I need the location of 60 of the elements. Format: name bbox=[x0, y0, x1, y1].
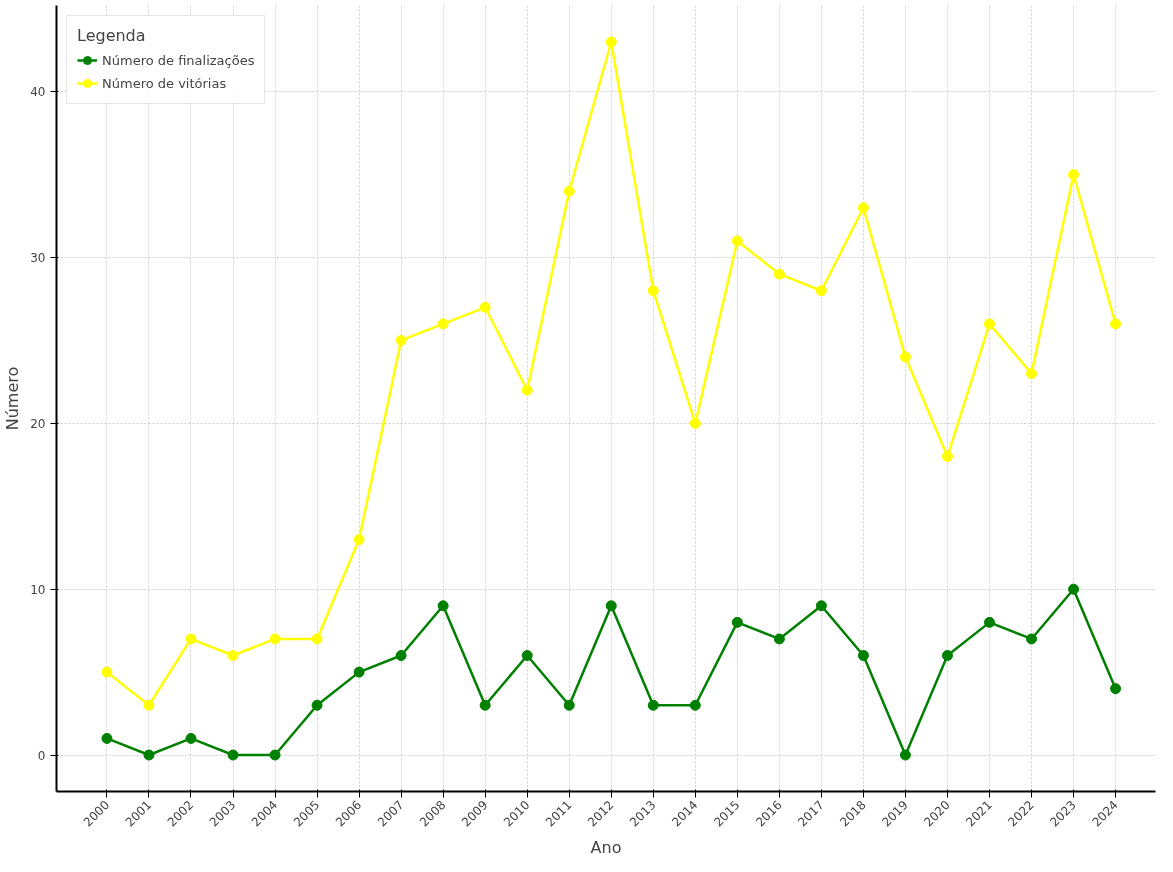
point bbox=[269, 749, 281, 761]
point bbox=[983, 318, 995, 330]
y-tick-label: 10 bbox=[30, 582, 46, 597]
point bbox=[227, 650, 239, 662]
point bbox=[521, 384, 533, 396]
point bbox=[395, 650, 407, 662]
point bbox=[1026, 368, 1038, 380]
point bbox=[521, 650, 533, 662]
point bbox=[269, 633, 281, 645]
point bbox=[479, 699, 491, 711]
y-tick-label: 30 bbox=[30, 251, 46, 266]
point bbox=[773, 268, 785, 280]
point bbox=[605, 600, 617, 612]
point bbox=[185, 732, 197, 744]
point bbox=[143, 699, 155, 711]
point bbox=[143, 749, 155, 761]
y-tick-label: 0 bbox=[37, 748, 46, 763]
point bbox=[647, 699, 659, 711]
point bbox=[437, 600, 449, 612]
point bbox=[857, 650, 869, 662]
point bbox=[395, 334, 407, 346]
point bbox=[1068, 169, 1080, 181]
point bbox=[773, 633, 785, 645]
point bbox=[563, 185, 575, 197]
point bbox=[647, 285, 659, 297]
y-tick-label: 20 bbox=[30, 416, 46, 431]
y-axis-title: Número bbox=[3, 366, 23, 431]
point bbox=[1110, 318, 1122, 330]
point bbox=[941, 650, 953, 662]
point bbox=[1068, 583, 1080, 595]
point bbox=[689, 417, 701, 429]
point bbox=[311, 699, 323, 711]
point bbox=[941, 451, 953, 463]
point bbox=[227, 749, 239, 761]
x-axis-title: Ano bbox=[590, 838, 622, 858]
point bbox=[353, 666, 365, 678]
point bbox=[437, 318, 449, 330]
point bbox=[311, 633, 323, 645]
point bbox=[479, 301, 491, 313]
legend-label: Número de finalizações bbox=[102, 52, 255, 68]
point bbox=[815, 285, 827, 297]
point bbox=[605, 36, 617, 48]
point bbox=[731, 235, 743, 247]
point bbox=[185, 633, 197, 645]
point bbox=[857, 202, 869, 214]
legend-title: Legenda bbox=[77, 26, 147, 45]
point bbox=[1026, 633, 1038, 645]
point bbox=[815, 600, 827, 612]
point bbox=[731, 616, 743, 628]
legend-label: Número de vitórias bbox=[102, 75, 227, 91]
point bbox=[983, 616, 995, 628]
point bbox=[899, 351, 911, 363]
point bbox=[899, 749, 911, 761]
point bbox=[101, 666, 113, 678]
y-tick-label: 40 bbox=[30, 85, 46, 100]
point bbox=[689, 699, 701, 711]
point bbox=[101, 732, 113, 744]
point bbox=[563, 699, 575, 711]
point bbox=[1110, 683, 1122, 695]
point bbox=[353, 533, 365, 545]
